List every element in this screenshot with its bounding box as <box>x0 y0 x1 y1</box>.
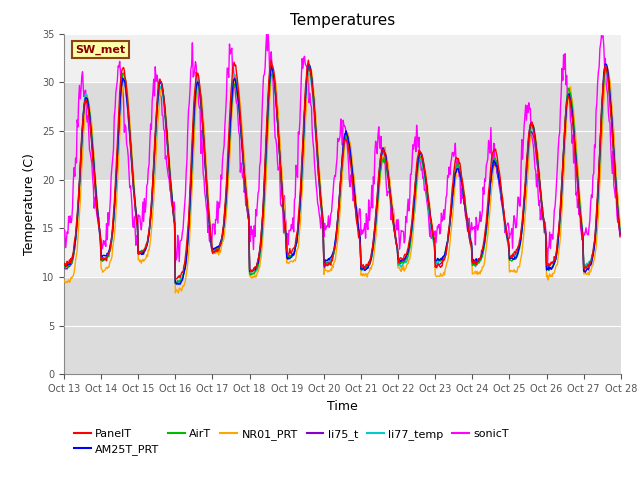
Title: Temperatures: Temperatures <box>290 13 395 28</box>
Bar <box>64 82 621 180</box>
Y-axis label: Temperature (C): Temperature (C) <box>23 153 36 255</box>
Text: SW_met: SW_met <box>75 44 125 55</box>
Bar <box>64 277 621 374</box>
X-axis label: Time: Time <box>327 400 358 413</box>
Legend: PanelT, AM25T_PRT, AirT, NR01_PRT, li75_t, li77_temp, sonicT: PanelT, AM25T_PRT, AirT, NR01_PRT, li75_… <box>70 424 513 460</box>
